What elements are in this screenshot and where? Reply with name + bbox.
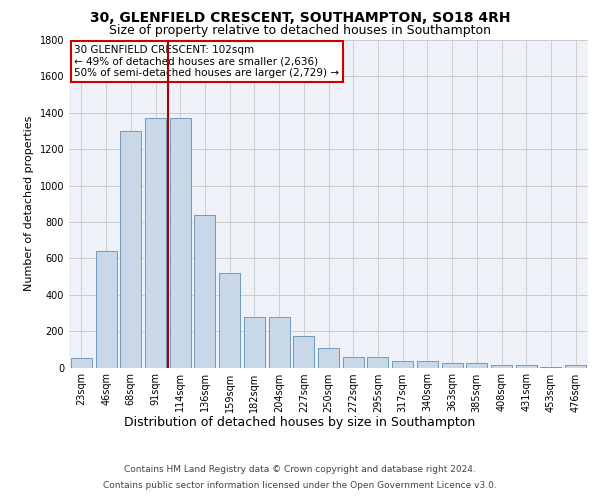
Bar	[293, 336, 314, 368]
Bar	[244, 318, 265, 368]
Bar	[491, 365, 512, 368]
Bar	[71, 358, 92, 368]
Bar	[318, 348, 339, 368]
Bar	[343, 358, 364, 368]
Bar	[194, 214, 215, 368]
Bar	[219, 273, 240, 368]
Text: Size of property relative to detached houses in Southampton: Size of property relative to detached ho…	[109, 24, 491, 37]
Y-axis label: Number of detached properties: Number of detached properties	[24, 116, 34, 292]
Text: 30 GLENFIELD CRESCENT: 102sqm
← 49% of detached houses are smaller (2,636)
50% o: 30 GLENFIELD CRESCENT: 102sqm ← 49% of d…	[74, 45, 339, 78]
Bar	[170, 118, 191, 368]
Bar	[442, 363, 463, 368]
Bar	[565, 365, 586, 368]
Bar	[95, 251, 116, 368]
Bar	[541, 366, 562, 368]
Bar	[392, 361, 413, 368]
Bar	[417, 361, 438, 368]
Bar	[145, 118, 166, 368]
Text: Contains public sector information licensed under the Open Government Licence v3: Contains public sector information licen…	[103, 480, 497, 490]
Bar	[367, 358, 388, 368]
Text: Contains HM Land Registry data © Crown copyright and database right 2024.: Contains HM Land Registry data © Crown c…	[124, 464, 476, 473]
Bar	[516, 365, 537, 368]
Text: Distribution of detached houses by size in Southampton: Distribution of detached houses by size …	[124, 416, 476, 429]
Bar	[466, 363, 487, 368]
Text: 30, GLENFIELD CRESCENT, SOUTHAMPTON, SO18 4RH: 30, GLENFIELD CRESCENT, SOUTHAMPTON, SO1…	[90, 12, 510, 26]
Bar	[120, 131, 141, 368]
Bar	[269, 318, 290, 368]
